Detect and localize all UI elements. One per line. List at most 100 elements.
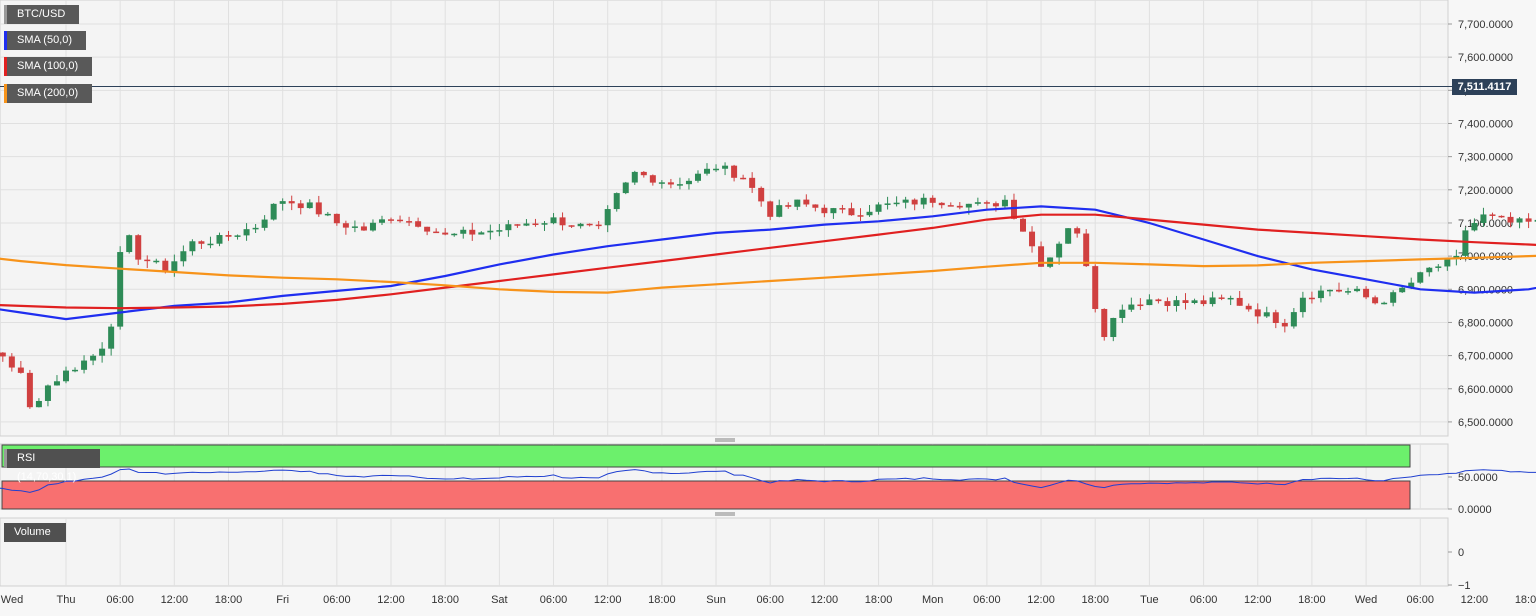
resize-grip: [715, 438, 735, 442]
x-tick-label: 12:00: [161, 594, 189, 606]
candle-body: [81, 360, 88, 370]
x-tick-label: 12:00: [594, 594, 622, 606]
candle-body: [713, 168, 720, 171]
candle-body: [722, 165, 729, 169]
x-tick-label: Wed: [1355, 594, 1377, 606]
x-tick-label: 06:00: [323, 594, 351, 606]
candle-body: [35, 400, 42, 408]
candle-body: [487, 230, 494, 233]
candle-body: [983, 202, 990, 204]
rsi-y-tick-label: 50.0000: [1458, 472, 1498, 484]
candle-body: [442, 232, 449, 235]
candle-body: [469, 229, 476, 235]
candle-body: [505, 224, 512, 231]
candle-body: [388, 219, 395, 221]
candle-body: [794, 199, 801, 207]
candle-body: [1281, 322, 1288, 327]
resize-grip: [715, 512, 735, 516]
candle-body: [803, 199, 810, 205]
candle-body: [216, 235, 223, 244]
candle-body: [1083, 233, 1090, 267]
candle-body: [938, 202, 945, 206]
x-tick-label: Wed: [1, 594, 23, 606]
legend-volume[interactable]: Volume: [4, 523, 66, 542]
candle-body: [288, 201, 295, 204]
resize-handle-icon[interactable]: [715, 438, 735, 442]
candle-body: [117, 252, 124, 327]
volume-y-tick-label: 0: [1458, 547, 1464, 559]
candle-body: [1363, 288, 1370, 298]
candle-body: [1498, 215, 1505, 218]
candle-body: [90, 355, 97, 361]
candle-body: [649, 175, 656, 183]
candle-body: [1444, 258, 1451, 267]
candle-body: [758, 187, 765, 202]
y-tick-label: 6,800.0000: [1458, 317, 1513, 329]
candle-body: [1146, 299, 1153, 306]
y-tick-label: 7,200.0000: [1458, 185, 1513, 197]
candle-body: [180, 251, 187, 262]
x-tick-label: 12:00: [811, 594, 839, 606]
sma-line-50: [0, 205, 1536, 321]
candle-body: [424, 226, 431, 232]
legend-sma-100[interactable]: SMA (100,0): [4, 57, 92, 76]
candle-body: [360, 226, 367, 231]
candle-body: [740, 177, 747, 180]
candle-body: [1065, 228, 1072, 244]
candle-body: [1191, 300, 1198, 303]
x-tick-label: Tue: [1140, 594, 1159, 606]
candle-body: [658, 182, 665, 184]
y-tick-label: 6,700.0000: [1458, 351, 1513, 363]
candle-body: [956, 205, 963, 208]
candle-body: [848, 208, 855, 216]
candle-body: [1335, 289, 1342, 292]
candle-body: [1426, 267, 1433, 273]
candle-body: [866, 211, 873, 216]
candle-body: [1128, 304, 1135, 310]
candle-body: [460, 229, 467, 234]
legend-rsi[interactable]: RSI (14,70,30,1): [4, 449, 100, 483]
candle-body: [821, 207, 828, 214]
candle-body: [144, 259, 151, 262]
y-tick-label: 7,600.0000: [1458, 52, 1513, 64]
candle-body: [830, 208, 837, 214]
candle-body: [694, 173, 701, 181]
sma-line-200: [0, 254, 1536, 294]
x-tick-label: Mon: [922, 594, 943, 606]
candle-body: [397, 219, 404, 222]
candle-body: [1507, 216, 1514, 223]
x-tick-label: 18:00: [1298, 594, 1326, 606]
candle-body: [929, 197, 936, 203]
x-tick-label: 12:00: [1461, 594, 1489, 606]
candle-body: [875, 204, 882, 212]
candle-body: [1471, 222, 1478, 231]
candle-body: [812, 204, 819, 208]
legend-sma-50[interactable]: SMA (50,0): [4, 31, 86, 50]
candle-body: [234, 235, 241, 237]
candle-body: [640, 171, 647, 176]
y-tick-label: 7,300.0000: [1458, 152, 1513, 164]
x-tick-label: 18:00: [215, 594, 243, 606]
x-tick-label: 06:00: [540, 594, 568, 606]
candle-body: [406, 221, 413, 223]
candle-body: [99, 348, 106, 356]
candle-body: [676, 184, 683, 186]
legend-sma-200[interactable]: SMA (200,0): [4, 84, 92, 103]
legend-btcusd[interactable]: BTC/USD: [4, 5, 79, 24]
candle-body: [622, 182, 629, 194]
candle-body: [541, 223, 548, 225]
y-tick-label: 7,400.0000: [1458, 118, 1513, 130]
candle-body: [44, 385, 51, 401]
candle-body: [333, 213, 340, 224]
candle-body: [1534, 219, 1536, 222]
candle-body: [153, 260, 160, 263]
x-tick-label: Fri: [276, 594, 289, 606]
resize-handle-icon[interactable]: [715, 512, 735, 516]
candle-body: [369, 222, 376, 231]
candle-body: [1254, 309, 1261, 317]
main-panel: [0, 0, 1449, 437]
candle-body: [270, 203, 277, 220]
candle-body: [162, 260, 169, 273]
